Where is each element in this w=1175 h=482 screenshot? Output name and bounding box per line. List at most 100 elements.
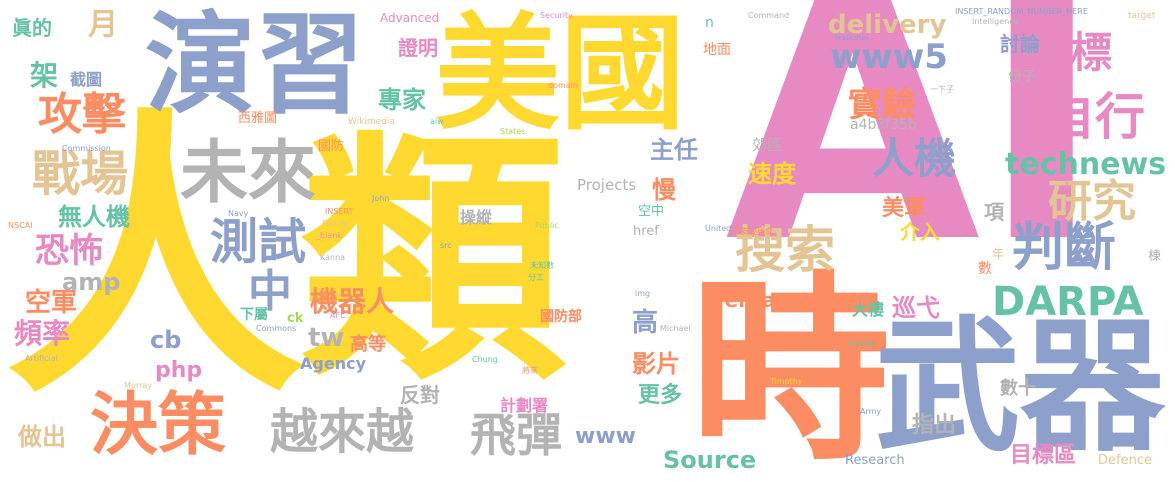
word-zhuren: 主任 [650,136,698,164]
word-afc: AFC [330,311,346,320]
word-kongjun: 空軍 [25,288,78,318]
word-states: States [500,127,526,136]
word-sudu: 速度 [748,160,796,188]
word-command: Command [748,11,790,20]
word-defence: Defence [1098,453,1152,468]
word-target: target [1128,11,1156,21]
word-jia: 架 [30,59,59,92]
word-army: Army [860,407,882,416]
word-security: Security [540,11,573,20]
word-gao: 高 [632,308,659,338]
word-gengduo: 更多 [638,383,683,408]
word-mubiao: 目標 [1028,28,1113,77]
word-xiang: 項 [984,200,1004,224]
word-zixing: 自行 [1045,88,1145,146]
word-research: Research [845,453,905,468]
word-www5: www5 [830,37,948,77]
word-guoanweiyuanhui: 國安委員會 [733,227,773,236]
word-zuochu: 做出 [18,423,66,451]
word-gaodeng: 高等 [350,334,386,355]
word-chung: Chung [472,355,498,364]
word-cb: cb [150,326,182,354]
word-delivery: delivery [828,10,947,40]
word-weilai: 未來 [180,134,317,213]
word-insert: INSERT [325,207,354,216]
word-src: src [440,241,452,250]
word-public: Public [535,221,559,230]
word-zoneid: zoneid [848,339,875,348]
word-shiyan: 實驗 [848,85,916,125]
word-guofang: 國防 [318,139,345,154]
word-advanced: Advanced [380,11,440,25]
word-zhuanjia: 專家 [378,86,426,114]
word-xunyi: 巡弋 [892,294,940,322]
word-insertrnd: INSERT_RANDOM_NUMBER_HERE [955,7,1088,16]
word-tw: tw [308,323,345,353]
word-yanjiu: 研究 [1048,176,1136,227]
word-www: www [575,424,636,449]
word-zhong: 中 [248,266,292,317]
word-nsca: NSCAI [8,221,33,230]
word-meiguo: 美國 [435,2,685,147]
word-technews: technews [1005,147,1167,182]
word-yijiange: 一下子 [930,85,954,94]
word-feidan: 飛彈 [470,408,562,462]
word-meijun: 美軍 [882,196,927,221]
word-xiashu: 下屬 [240,307,268,323]
word-wuqi: 武器 [875,303,1165,472]
word-shi: 時 [690,255,891,482]
word-commission: Commission [62,144,111,153]
word-yanxi: 演習 [145,1,365,129]
word-darpa: DARPA [992,279,1144,325]
word-n: n [705,15,714,31]
word-commons: Commons [256,324,297,333]
word-zhende: 眞的 [12,16,52,40]
word-zhengming: 證明 [398,36,438,60]
word-jietu: 截圖 [70,70,103,89]
word-fengong: 分工 [528,273,544,282]
word-wikimedia: Wikimedia [348,117,395,127]
word-href: href [633,224,659,239]
word-img: img [635,289,651,298]
word-lei: 類 [300,108,565,416]
word-a4b3f35b: a4b3f35b [850,117,917,133]
word-mubiaoqu: 目標區 [1010,443,1077,468]
word-sousuo: 搜索 [735,221,835,279]
word-projects: Projects [577,176,637,194]
word-fenzi: 份子 [1008,69,1036,85]
word-intelligence: Intelligence [972,17,1019,26]
word-agency: Agency [300,354,366,373]
word-jiqiren: 機器人 [310,285,395,318]
word-zhanchang: 戰場 [32,146,129,202]
word-yuelaiyue: 越來越 [270,404,415,460]
word-panduan: 判斷 [1012,218,1117,278]
word-aiw: aiw [430,117,444,126]
word-man: 慢 [652,176,676,204]
word-amp: amp [62,268,121,296]
word-nian: 年 [992,247,1005,261]
word-timothy: Timothy [770,377,803,386]
word-gongji: 攻擊 [38,89,126,140]
word-juece: 決策 [90,386,227,465]
word-dimian: 地面 [703,42,731,58]
word-murray: Murray [124,381,153,390]
word-php: php [155,358,203,383]
word-united: United [705,224,732,233]
word-zhichu: 指出 [912,413,957,438]
word-ceshi: 測試 [210,214,307,270]
word-navy: Navy [228,209,249,218]
word-jiangfang: 將來 [522,366,538,375]
word-blank: _blank [316,231,342,240]
word-jihuashu: 計劃署 [500,396,549,415]
word-guofangbu: 國防部 [540,309,582,325]
word-weilaiyuyan: 未知數 [530,261,554,270]
word-caozong: 操縱 [460,208,493,227]
word-dong: 棟 [1148,249,1162,264]
word-xiyatu: 西雅圖 [238,111,278,126]
word-jiaoqu: 郊區 [752,136,783,154]
word-shushi: 數十 [1000,378,1036,399]
word-domain: domain [548,81,578,90]
word-ck: ck [287,311,304,326]
word-renji: 人機 [872,134,957,183]
